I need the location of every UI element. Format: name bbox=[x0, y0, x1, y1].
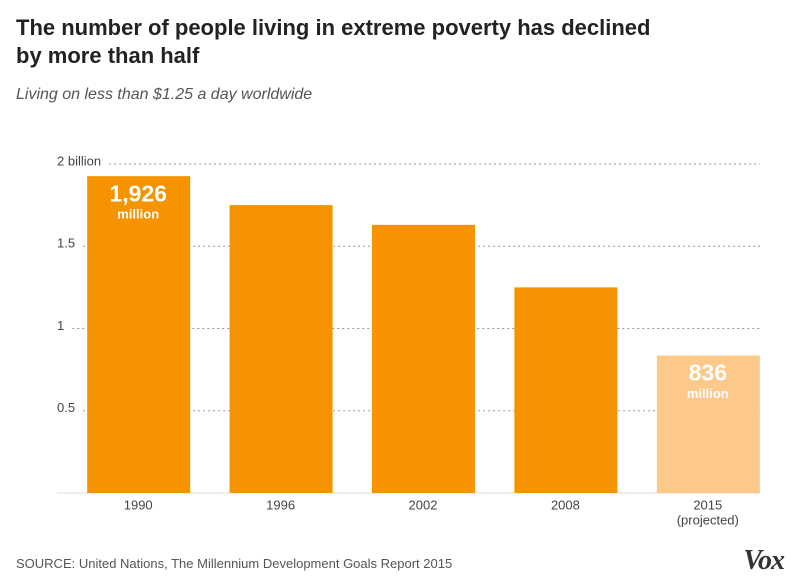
x-tick-label: 1990 bbox=[124, 497, 153, 512]
bar bbox=[514, 287, 618, 493]
y-tick-label: 1.5 bbox=[57, 236, 75, 251]
y-tick-label: 2 billion bbox=[57, 153, 101, 168]
x-tick-label: 2015 bbox=[693, 497, 722, 512]
bar bbox=[229, 205, 333, 493]
x-tick-label: 2002 bbox=[409, 497, 438, 512]
value-label: 836 bbox=[689, 360, 727, 386]
x-tick-label: 2008 bbox=[551, 497, 580, 512]
x-tick-note: (projected) bbox=[677, 512, 739, 527]
value-label: 1,926 bbox=[109, 180, 167, 206]
logo: Vox bbox=[743, 545, 785, 576]
bar bbox=[372, 224, 475, 494]
chart-subtitle: Living on less than $1.25 a day worldwid… bbox=[16, 86, 313, 103]
chart-title: The number of people living in extreme p… bbox=[16, 15, 651, 68]
x-tick-label: 1996 bbox=[266, 497, 295, 512]
source-note: SOURCE: United Nations, The Millennium D… bbox=[16, 556, 453, 571]
value-label-unit: million bbox=[117, 207, 159, 222]
y-tick-label: 0.5 bbox=[57, 400, 75, 415]
value-label-unit: million bbox=[687, 386, 729, 401]
bar bbox=[656, 355, 760, 493]
bar bbox=[87, 176, 191, 493]
y-tick-label: 1 bbox=[57, 318, 64, 333]
